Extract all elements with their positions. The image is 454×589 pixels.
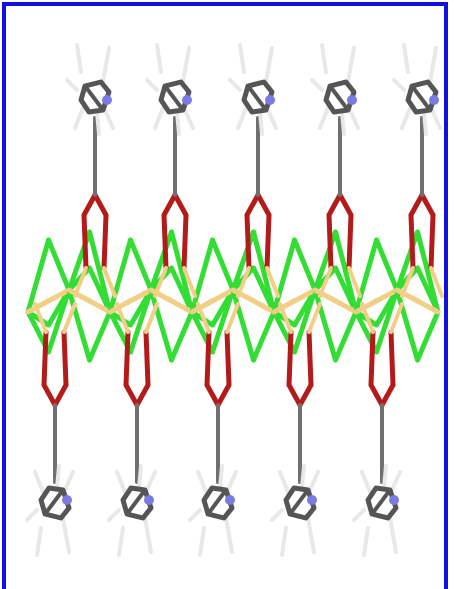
oxygen-bond bbox=[164, 215, 166, 268]
oxygen-bond bbox=[329, 215, 331, 268]
oxygen-bond bbox=[309, 332, 311, 385]
hydrogen-bond bbox=[384, 466, 386, 488]
oxygen-bond bbox=[371, 332, 373, 385]
nitrogen bbox=[225, 495, 235, 505]
oxygen-bond bbox=[267, 215, 269, 268]
hydrogen-bond bbox=[97, 112, 99, 134]
oxygen-bond bbox=[64, 332, 66, 385]
oxygen-bond bbox=[126, 332, 128, 385]
hydrogen-bond bbox=[302, 466, 304, 488]
hydrogen-bond bbox=[57, 466, 59, 488]
structure-figure bbox=[0, 0, 454, 589]
hydrogen-bond bbox=[260, 112, 262, 134]
oxygen-bond bbox=[184, 215, 186, 268]
nitrogen bbox=[144, 495, 154, 505]
hydrogen-bond bbox=[220, 466, 222, 488]
oxygen-bond bbox=[207, 332, 209, 385]
oxygen-bond bbox=[104, 215, 106, 268]
hydrogen-bond bbox=[342, 112, 344, 134]
oxygen-bond bbox=[431, 215, 433, 268]
nitrogen bbox=[429, 95, 439, 105]
oxygen-bond bbox=[289, 332, 291, 385]
oxygen-bond bbox=[44, 332, 46, 385]
oxygen-bond bbox=[411, 215, 413, 268]
hydrogen-bond bbox=[424, 112, 426, 134]
hydrogen-bond bbox=[139, 466, 141, 488]
nitrogen bbox=[265, 95, 275, 105]
oxygen-bond bbox=[391, 332, 393, 385]
nitrogen bbox=[102, 95, 112, 105]
nitrogen bbox=[389, 495, 399, 505]
oxygen-bond bbox=[84, 215, 86, 268]
nitrogen bbox=[182, 95, 192, 105]
nitrogen bbox=[62, 495, 72, 505]
oxygen-bond bbox=[146, 332, 148, 385]
oxygen-bond bbox=[349, 215, 351, 268]
oxygen-bond bbox=[247, 215, 249, 268]
hydrogen-bond bbox=[177, 112, 179, 134]
nitrogen bbox=[307, 495, 317, 505]
nitrogen bbox=[347, 95, 357, 105]
oxygen-bond bbox=[227, 332, 229, 385]
